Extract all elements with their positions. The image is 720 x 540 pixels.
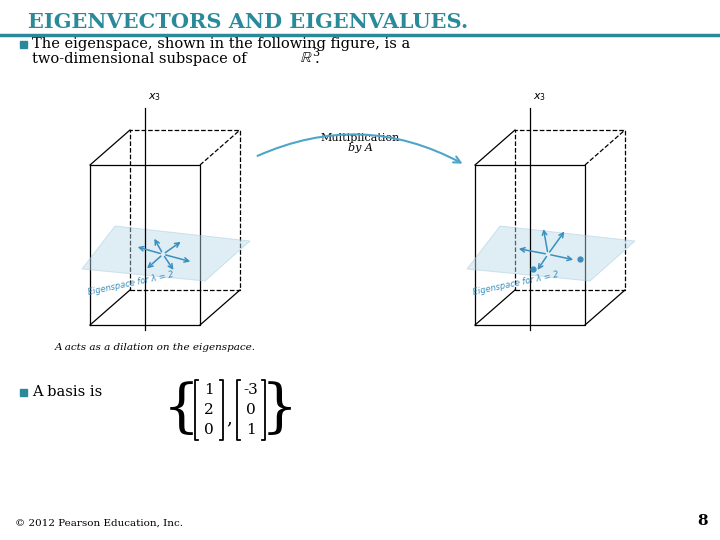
Text: 2: 2 <box>204 403 214 417</box>
Text: -3: -3 <box>243 383 258 397</box>
Text: EIGENVECTORS AND EIGENVALUES.: EIGENVECTORS AND EIGENVALUES. <box>28 12 468 32</box>
Text: two-dimensional subspace of: two-dimensional subspace of <box>32 52 247 66</box>
Text: Eigenspace for λ = 2: Eigenspace for λ = 2 <box>87 270 174 297</box>
Polygon shape <box>467 226 635 281</box>
Text: 1: 1 <box>246 423 256 437</box>
Text: Eigenspace for λ = 2: Eigenspace for λ = 2 <box>472 270 559 297</box>
Text: ,: , <box>226 409 232 427</box>
Text: 0: 0 <box>204 423 214 437</box>
Text: A acts as a dilation on the eigenspace.: A acts as a dilation on the eigenspace. <box>55 343 256 352</box>
Text: {: { <box>163 382 199 438</box>
Text: $\mathbb{R}$: $\mathbb{R}$ <box>300 51 312 65</box>
Text: 3: 3 <box>312 48 319 58</box>
Text: 8: 8 <box>698 514 708 528</box>
Text: }: } <box>261 382 297 438</box>
Text: $x_3$: $x_3$ <box>533 91 546 103</box>
Polygon shape <box>82 226 250 281</box>
Text: A basis is: A basis is <box>32 385 102 399</box>
Bar <box>20 41 27 48</box>
Text: $x_3$: $x_3$ <box>148 91 161 103</box>
Text: by A: by A <box>348 143 372 153</box>
Text: © 2012 Pearson Education, Inc.: © 2012 Pearson Education, Inc. <box>15 519 183 528</box>
Text: 1: 1 <box>204 383 214 397</box>
Text: The eigenspace, shown in the following figure, is a: The eigenspace, shown in the following f… <box>32 37 410 51</box>
Text: 0: 0 <box>246 403 256 417</box>
Text: .: . <box>315 52 320 66</box>
Bar <box>20 389 27 396</box>
Text: Multiplication: Multiplication <box>320 133 400 143</box>
